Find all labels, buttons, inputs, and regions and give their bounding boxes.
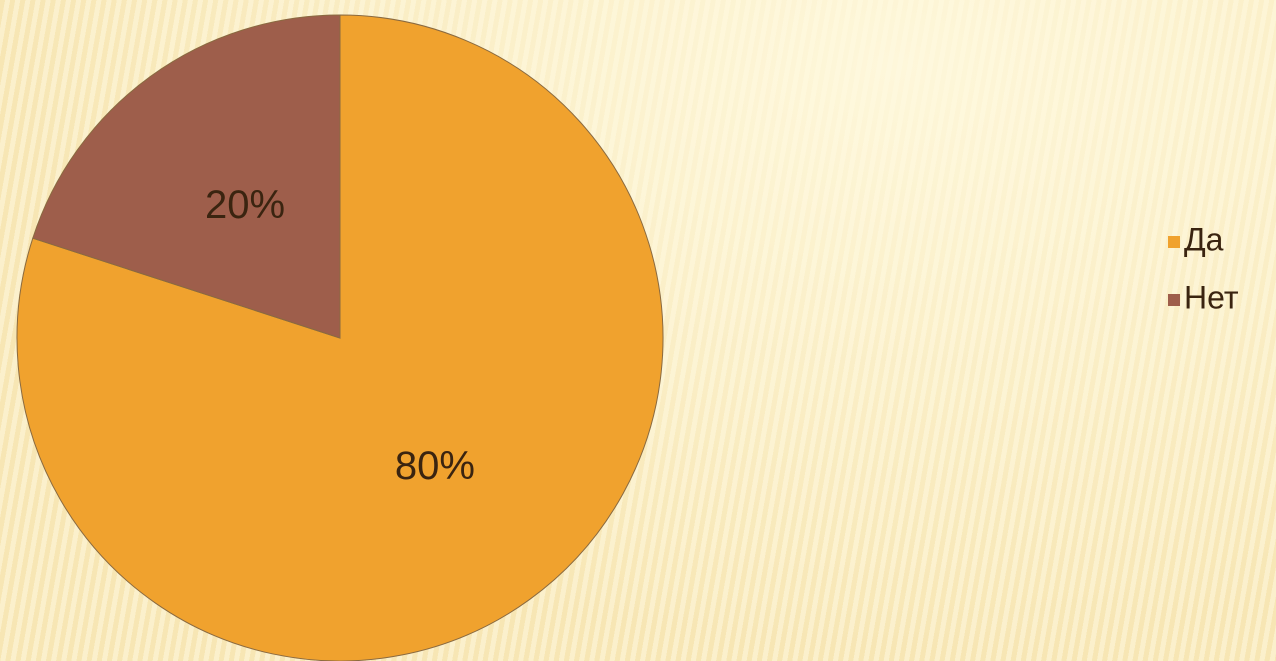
legend-label: Нет bbox=[1184, 279, 1239, 315]
pie-slice bbox=[32, 14, 341, 339]
legend-swatch bbox=[1168, 236, 1180, 248]
legend-label: Да bbox=[1184, 221, 1224, 257]
legend-swatch bbox=[1168, 294, 1180, 306]
data-label: 80% bbox=[395, 444, 475, 488]
data-label: 20% bbox=[205, 183, 285, 227]
